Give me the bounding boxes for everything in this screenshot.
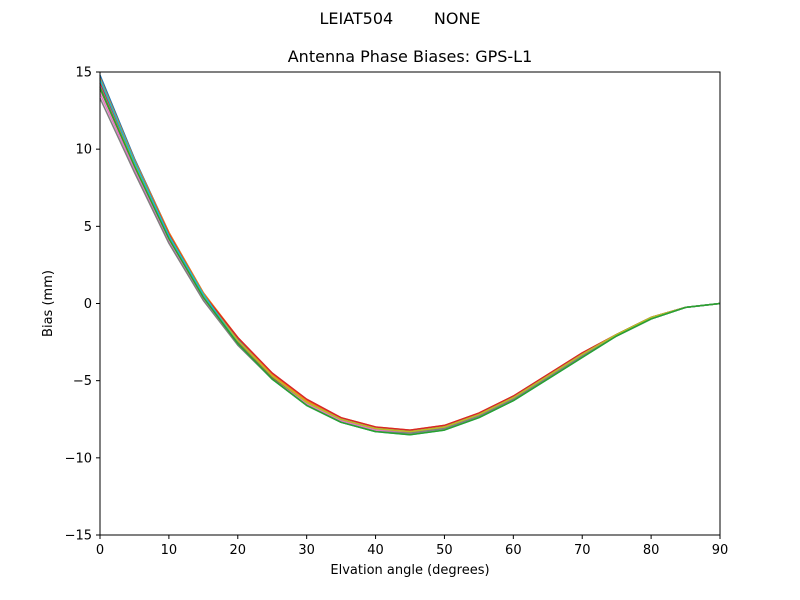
y-axis-ticks: −15 −10 −5 0 5 10 15 — [65, 66, 100, 544]
series-line-2 — [99, 77, 721, 431]
series-line-3 — [99, 82, 721, 431]
series-line-10 — [99, 87, 721, 436]
series-lines — [99, 74, 721, 436]
x-tick-label: 80 — [643, 543, 660, 558]
y-tick-label: 0 — [84, 297, 92, 312]
y-tick-label: −15 — [65, 529, 92, 544]
x-tick-label: 10 — [161, 543, 178, 558]
series-line-6 — [99, 93, 721, 434]
y-tick-label: 15 — [75, 66, 92, 81]
chart-title: Antenna Phase Biases: GPS-L1 — [287, 47, 533, 66]
x-tick-label: 70 — [574, 543, 591, 558]
y-tick-label: 5 — [84, 220, 92, 235]
x-tick-label: 20 — [230, 543, 247, 558]
series-line-7 — [99, 97, 721, 434]
series-line-8 — [99, 87, 721, 433]
plot-frame — [99, 71, 721, 536]
figure-suptitle: LEIAT504 NONE — [319, 9, 481, 28]
y-tick-label: −5 — [73, 374, 92, 389]
x-tick-label: 0 — [96, 543, 104, 558]
x-axis-ticks: 0 10 20 30 40 50 60 70 80 90 — [96, 535, 728, 558]
y-tick-label: −10 — [65, 451, 92, 466]
x-tick-label: 60 — [505, 543, 522, 558]
series-line-9 — [99, 79, 721, 436]
y-tick-label: 10 — [75, 143, 92, 158]
series-line-1 — [99, 74, 721, 433]
series-line-5 — [99, 88, 721, 434]
x-tick-label: 90 — [712, 543, 729, 558]
x-tick-label: 30 — [298, 543, 315, 558]
y-axis-label: Bias (mm) — [41, 270, 56, 337]
x-tick-label: 40 — [367, 543, 384, 558]
x-tick-label: 50 — [436, 543, 453, 558]
x-axis-label: Elvation angle (degrees) — [330, 563, 489, 578]
series-line-4 — [99, 85, 721, 433]
